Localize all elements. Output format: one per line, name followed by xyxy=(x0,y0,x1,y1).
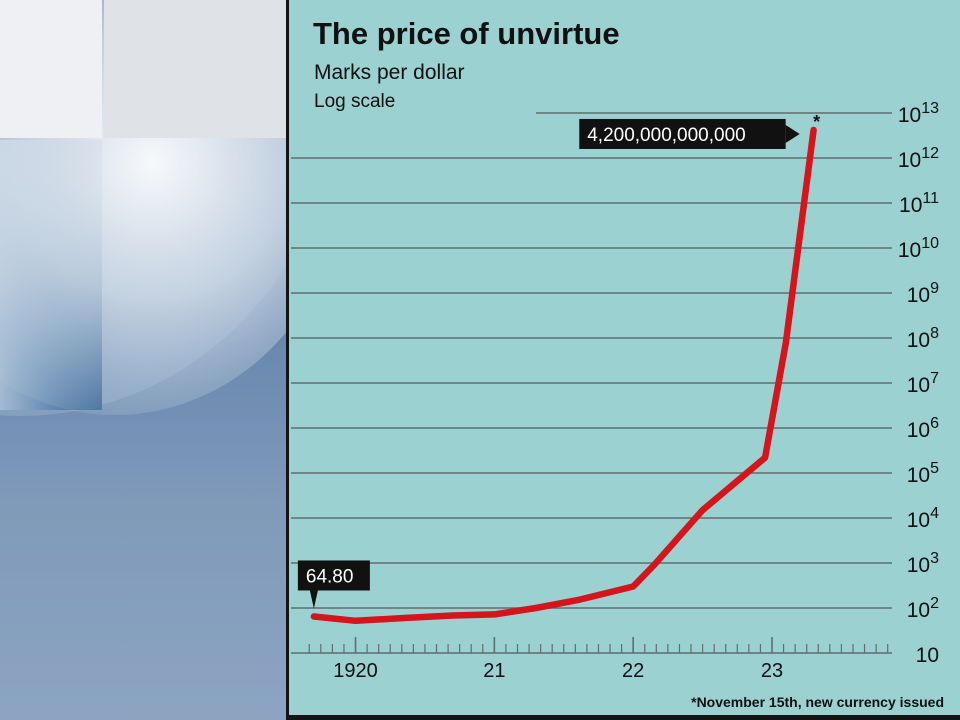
x-tick-label: 1920 xyxy=(333,660,378,682)
data-point xyxy=(533,605,539,611)
grid-lines xyxy=(291,112,892,609)
callout-box xyxy=(579,118,786,149)
data-point xyxy=(491,611,497,617)
x-tick-label: 22 xyxy=(622,660,644,682)
y-tick-label: 1013 xyxy=(898,100,939,127)
data-point xyxy=(700,507,706,513)
y-tick-label: 1012 xyxy=(898,145,939,172)
callout-box xyxy=(297,560,370,591)
y-tick-label: 105 xyxy=(907,460,939,487)
y-tick-label: 102 xyxy=(907,595,939,622)
data-point xyxy=(783,339,789,345)
data-point xyxy=(311,613,317,619)
chart-subtitle: Marks per dollar xyxy=(314,61,465,84)
x-axis: 1920 21 22 23 xyxy=(291,637,892,682)
callout-label: 4,200,000,000,000 xyxy=(587,125,746,146)
annotations: 64.80 4,200,000,000,000 * xyxy=(297,112,820,609)
chart-footnote: *November 15th, new currency issued xyxy=(691,694,944,710)
data-point xyxy=(630,584,636,590)
asterisk-marker: * xyxy=(813,112,820,132)
decorative-background-panel xyxy=(0,0,286,720)
y-tick-label: 1010 xyxy=(898,235,939,262)
y-tick-label: 106 xyxy=(907,415,939,442)
data-point xyxy=(450,613,456,619)
data-point xyxy=(401,615,407,621)
y-tick-label: 109 xyxy=(907,280,939,307)
x-tick-label: 23 xyxy=(761,660,783,682)
data-point xyxy=(353,618,359,624)
scale-note: Log scale xyxy=(314,91,395,112)
data-point xyxy=(651,562,657,568)
y-tick-label: 104 xyxy=(907,505,939,532)
data-point xyxy=(762,455,768,461)
callout-pointer xyxy=(785,124,800,143)
y-tick-label: 1011 xyxy=(899,190,939,217)
series xyxy=(310,126,817,625)
callout-pointer xyxy=(309,590,318,609)
chart-title: The price of unvirtue xyxy=(313,16,620,51)
bottom-border xyxy=(286,715,960,720)
callout-label: 64.80 xyxy=(306,566,354,587)
y-tick-label: 10 xyxy=(916,644,939,667)
data-point xyxy=(811,127,817,133)
y-tick-label: 103 xyxy=(907,550,939,577)
x-tick-label: 21 xyxy=(483,660,505,682)
y-tick-label: 107 xyxy=(907,370,939,397)
background-white-block xyxy=(0,0,102,138)
background-grey-block xyxy=(104,0,286,138)
panel-divider xyxy=(286,0,289,720)
y-tick-label: 108 xyxy=(907,325,939,352)
data-point xyxy=(575,597,581,603)
y-axis-labels: 10 102 103 104 105 106 107 108 109 1010 1011 1012 10… xyxy=(898,100,939,667)
